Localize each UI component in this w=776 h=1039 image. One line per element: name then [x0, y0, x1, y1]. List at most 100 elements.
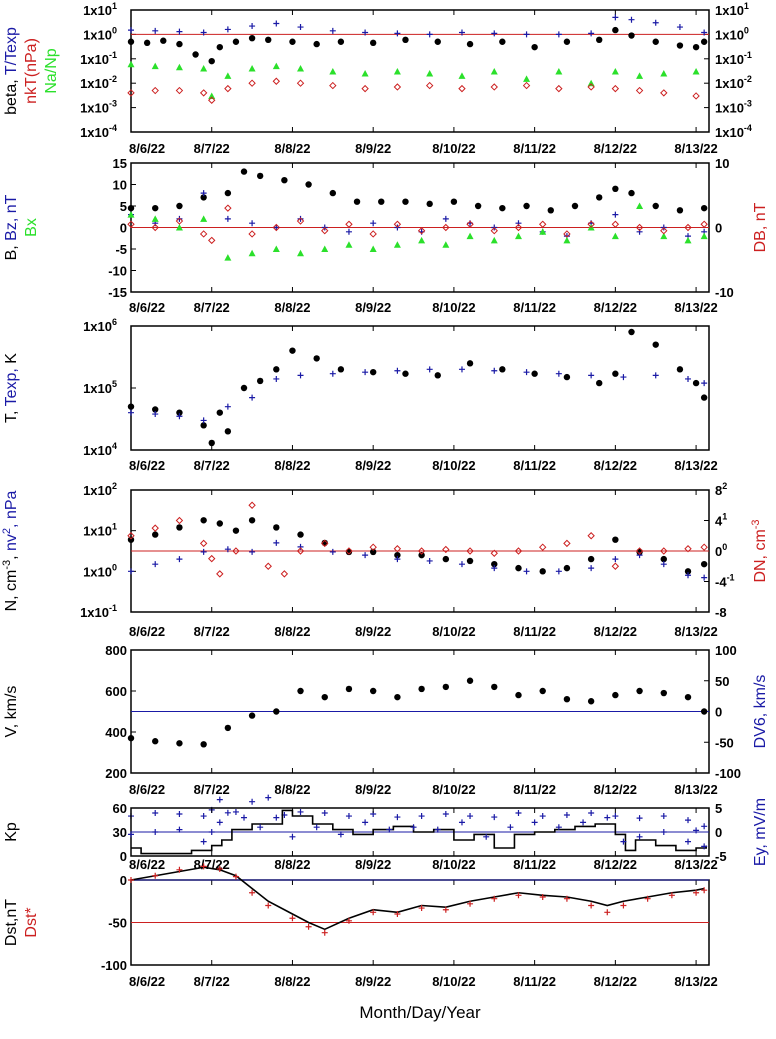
data-point	[273, 224, 280, 231]
data-point	[329, 27, 336, 34]
data-point	[531, 370, 538, 377]
data-point	[555, 31, 562, 38]
x-tick-label: 8/12/22	[594, 458, 637, 473]
data-point	[410, 824, 417, 831]
data-point	[539, 687, 546, 695]
y-tick-label: 1x100	[83, 562, 117, 579]
data-point	[434, 38, 441, 45]
data-point	[241, 814, 248, 821]
data-point	[321, 227, 329, 235]
data-point	[393, 241, 401, 248]
data-point	[248, 501, 256, 509]
data-point	[200, 741, 207, 748]
data-point	[514, 223, 523, 232]
data-point	[442, 555, 450, 563]
data-point	[175, 63, 183, 71]
data-point	[232, 527, 240, 534]
axis-label-part: B,	[3, 241, 20, 261]
data-point	[611, 220, 620, 228]
data-point	[652, 38, 659, 45]
data-point	[232, 808, 239, 815]
data-point	[232, 38, 240, 45]
data-point	[514, 232, 522, 240]
data-point	[425, 81, 434, 90]
data-point	[297, 687, 304, 695]
axis-label-part: V, km/s	[3, 686, 20, 738]
data-point	[216, 819, 223, 826]
data-point	[273, 814, 280, 821]
series-blue	[128, 539, 708, 581]
data-point	[297, 543, 304, 550]
data-point	[635, 86, 644, 95]
data-point	[426, 366, 433, 373]
data-point	[289, 915, 296, 922]
x-tick-label: 8/13/22	[674, 974, 717, 989]
x-tick-label: 8/6/22	[129, 624, 165, 639]
data-point	[580, 819, 587, 826]
y-tick-exponent: -1	[109, 50, 117, 60]
data-point	[152, 809, 159, 816]
data-point	[426, 200, 433, 208]
data-point	[265, 794, 272, 801]
y-tick-label: 1x101	[83, 1, 117, 18]
data-point	[620, 902, 627, 909]
y-tick-label: 600	[105, 684, 127, 699]
data-point	[313, 40, 320, 48]
series-line	[131, 809, 707, 855]
data-point	[337, 38, 345, 45]
data-point	[329, 68, 337, 75]
data-point	[248, 65, 256, 72]
data-point	[273, 708, 280, 715]
data-point	[127, 403, 135, 410]
data-point	[176, 524, 183, 531]
data-point	[362, 369, 369, 376]
series-red	[128, 863, 708, 936]
y-tick-exponent: 5	[112, 379, 117, 389]
data-point	[417, 547, 426, 555]
x-tick-label: 8/6/22	[129, 458, 165, 473]
data-point	[612, 26, 619, 34]
data-point	[256, 172, 264, 180]
data-point	[620, 374, 627, 381]
data-point	[588, 565, 595, 572]
data-point	[466, 547, 474, 555]
data-point	[418, 236, 426, 244]
data-point	[224, 546, 231, 553]
data-point	[563, 812, 570, 819]
data-point	[200, 29, 207, 36]
data-point	[692, 43, 700, 51]
data-point	[596, 379, 603, 387]
data-point	[248, 34, 256, 42]
x-tick-label: 8/11/22	[513, 458, 556, 473]
data-point	[176, 740, 183, 747]
data-point	[466, 360, 474, 367]
data-point	[224, 428, 232, 435]
data-point	[701, 29, 708, 36]
x-tick-label: 8/9/22	[355, 782, 391, 797]
data-point	[442, 223, 450, 232]
data-point	[635, 223, 644, 232]
data-point	[321, 693, 328, 701]
data-point	[369, 39, 377, 47]
data-point	[474, 202, 482, 210]
data-point	[394, 556, 401, 563]
y-tick-label: 200	[105, 766, 127, 781]
series-line	[130, 866, 705, 931]
y-axis-label-left: V, km/s	[3, 686, 20, 738]
series-black	[130, 866, 705, 931]
y-tick-exponent: 2	[722, 481, 727, 491]
panel-frame	[130, 325, 710, 451]
data-point	[128, 568, 134, 575]
series-black	[127, 328, 708, 447]
data-point	[257, 824, 264, 831]
data-point	[635, 547, 644, 555]
data-point	[692, 92, 700, 100]
data-point	[152, 27, 159, 34]
x-tick-label: 8/9/22	[355, 458, 391, 473]
data-point	[151, 86, 159, 95]
data-point	[345, 813, 352, 820]
data-point	[684, 236, 692, 244]
data-point	[644, 895, 651, 902]
data-point	[224, 809, 231, 816]
data-point	[700, 220, 708, 228]
